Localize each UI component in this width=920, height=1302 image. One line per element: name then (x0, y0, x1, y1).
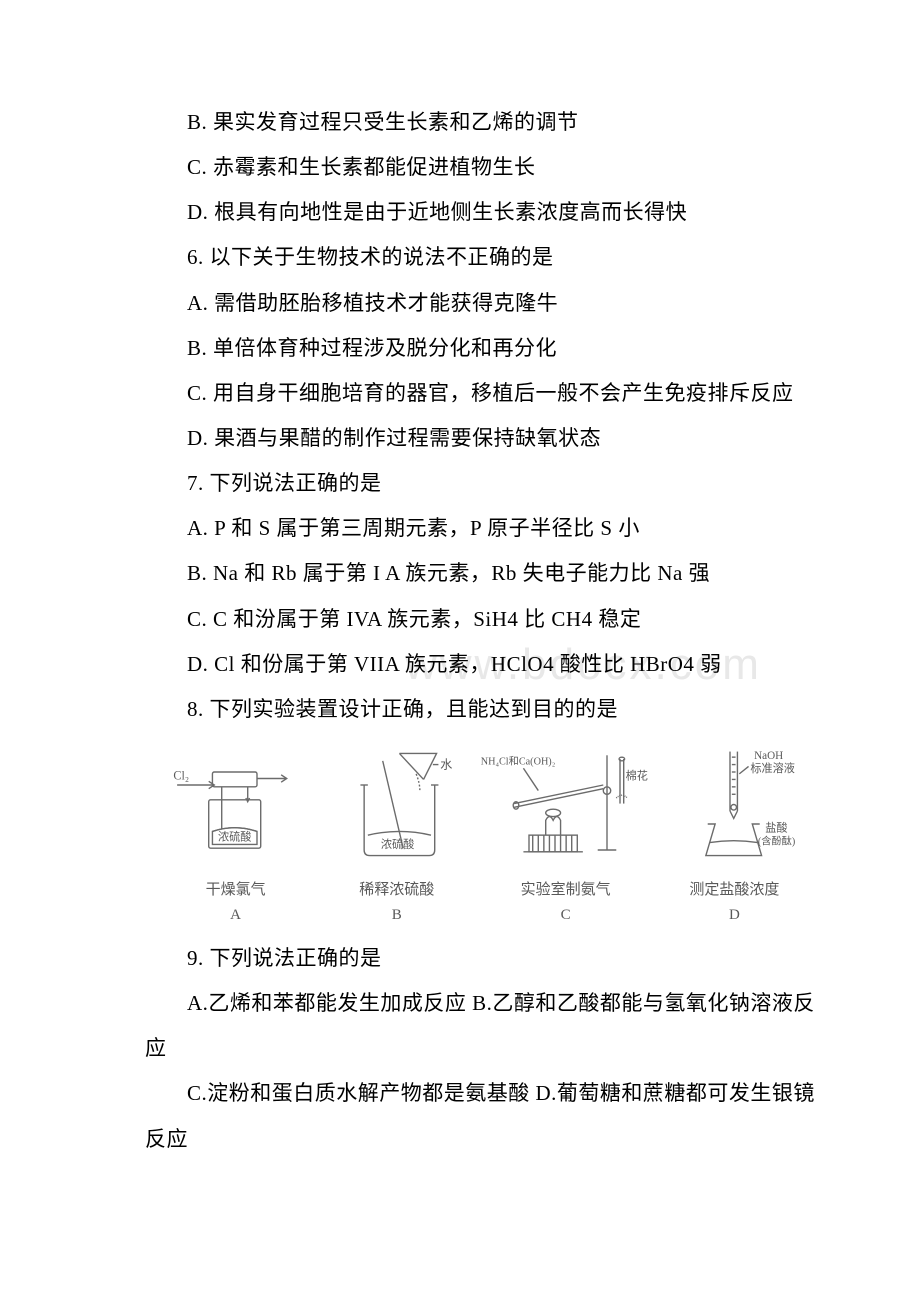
page-content: www.bdocx.com B. 果实发育过程只受生长素和乙烯的调节 C. 赤霉… (145, 100, 825, 1162)
q6-option-a: A. 需借助胚胎移植技术才能获得克隆牛 (145, 281, 825, 326)
q6-option-c: C. 用自身干细胞培育的器官，移植后一般不会产生免疫排斥反应 (145, 371, 825, 416)
q7-option-d: D. Cl 和份属于第 VIIA 族元素，HClO4 酸性比 HBrO4 弱 (145, 642, 825, 687)
diagram-d-caption2: D (729, 905, 740, 926)
diagram-b-label-water: 水 (440, 757, 452, 771)
q9-option-cd: C.淀粉和蛋白质水解产物都是氨基酸 D.葡萄糖和蔗糖都可发生银镜反应 (145, 1071, 825, 1161)
diagram-d-svg: NaOH 标准溶液 盐酸 (含酚酞) (665, 746, 804, 876)
q9-stem: 9. 下列说法正确的是 (145, 936, 825, 981)
diagram-a-label-acid: 浓硫酸 (218, 830, 251, 844)
q6-stem: 6. 以下关于生物技术的说法不正确的是 (145, 235, 825, 280)
diagram-b-label-acid: 浓硫酸 (381, 837, 414, 851)
q9-option-ab: A.乙烯和苯都能发生加成反应 B.乙醇和乙酸都能与氢氧化钠溶液反应 (145, 981, 825, 1071)
diagram-c-label-reagents: NH₄Cl和Ca(OH)₂ (481, 756, 556, 768)
diagram-d-caption1: 测定盐酸浓度 (689, 880, 779, 901)
q7-stem: 7. 下列说法正确的是 (145, 461, 825, 506)
diagram-b: 水 浓硫酸 稀释浓硫酸 B (316, 746, 477, 926)
diagram-d-label-hcl: 盐酸 (765, 820, 787, 834)
diagram-c-caption1: 实验室制氨气 (521, 880, 611, 901)
diagram-c: NH₄Cl和Ca(OH)₂ 棉花 (477, 746, 653, 926)
diagram-c-label-cotton: 棉花 (626, 768, 648, 782)
q5-option-b: B. 果实发育过程只受生长素和乙烯的调节 (145, 100, 825, 145)
q8-diagram-row: Cl₂ 浓硫酸 干燥氯气 A (145, 746, 825, 926)
q7-option-a: A. P 和 S 属于第三周期元素，P 原子半径比 S 小 (145, 506, 825, 551)
q6-option-d: D. 果酒与果醋的制作过程需要保持缺氧状态 (145, 416, 825, 461)
q7-option-b: B. Na 和 Rb 属于第 I A 族元素，Rb 失电子能力比 Na 强 (145, 551, 825, 596)
diagram-a-svg: Cl₂ 浓硫酸 (166, 746, 305, 876)
q5-option-d: D. 根具有向地性是由于近地侧生长素浓度高而长得快 (145, 190, 825, 235)
diagram-d-label-std: 标准溶液 (750, 761, 795, 775)
diagram-d: NaOH 标准溶液 盐酸 (含酚酞) 测定盐酸浓度 D (654, 746, 815, 926)
diagram-a-caption2: A (230, 905, 241, 926)
diagram-b-caption2: B (392, 905, 402, 926)
diagram-d-label-ind: (含酚酞) (758, 834, 795, 847)
diagram-a: Cl₂ 浓硫酸 干燥氯气 A (155, 746, 316, 926)
diagram-d-label-naoh: NaOH (754, 750, 783, 762)
q8-stem: 8. 下列实验装置设计正确，且能达到目的的是 (145, 687, 825, 732)
q6-option-b: B. 单倍体育种过程涉及脱分化和再分化 (145, 326, 825, 371)
diagram-b-caption1: 稀释浓硫酸 (359, 880, 434, 901)
diagram-a-caption1: 干燥氯气 (206, 880, 266, 901)
diagram-c-caption2: C (561, 905, 571, 926)
q7-option-c: C. C 和汾属于第 IVA 族元素，SiH4 比 CH4 稳定 (145, 597, 825, 642)
q5-option-c: C. 赤霉素和生长素都能促进植物生长 (145, 145, 825, 190)
diagram-c-svg: NH₄Cl和Ca(OH)₂ 棉花 (477, 746, 653, 876)
diagram-b-svg: 水 浓硫酸 (327, 746, 466, 876)
diagram-a-label-cl2: Cl₂ (173, 768, 189, 782)
